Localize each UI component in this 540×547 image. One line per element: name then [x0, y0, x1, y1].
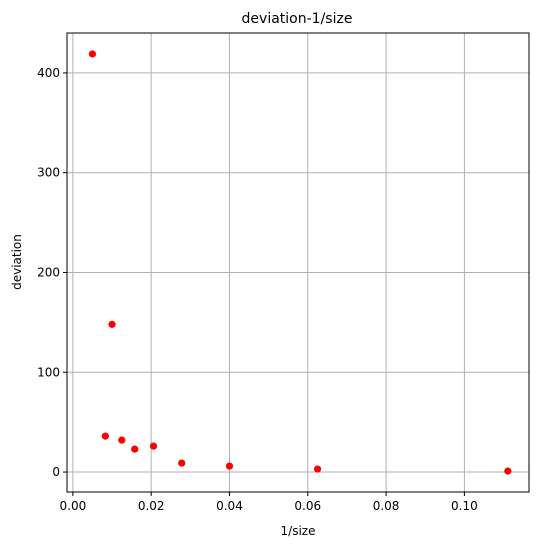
data-point — [88, 50, 97, 58]
data-point — [504, 467, 512, 475]
x-tick-label: 0.08 — [373, 499, 400, 513]
y-tick-label: 300 — [37, 166, 60, 180]
grid — [67, 33, 529, 492]
x-tick-label: 0.00 — [60, 499, 87, 513]
data-points — [88, 50, 512, 475]
y-axis: 0 100 200 300 400 — [37, 66, 67, 479]
y-tick-label: 400 — [37, 66, 60, 80]
x-tick-label: 0.06 — [294, 499, 321, 513]
data-point — [149, 442, 158, 450]
x-tick-label: 0.10 — [451, 499, 478, 513]
x-axis-label: 1/size — [281, 524, 316, 538]
x-tick-label: 0.02 — [138, 499, 165, 513]
y-tick-label: 100 — [37, 365, 60, 379]
x-axis: 0.00 0.02 0.04 0.06 0.08 0.10 — [60, 492, 478, 513]
data-point — [118, 436, 126, 444]
plot-area — [66, 32, 530, 493]
data-point — [101, 432, 109, 440]
x-tick-label: 0.04 — [216, 499, 243, 513]
data-point — [313, 465, 322, 473]
y-axis-label: deviation — [10, 234, 24, 290]
y-tick-label: 200 — [37, 265, 60, 279]
data-point — [178, 459, 186, 467]
chart-title: deviation-1/size — [242, 11, 353, 27]
y-tick-label: 0 — [52, 465, 60, 479]
data-point — [108, 320, 116, 328]
data-point — [225, 462, 234, 470]
data-point — [131, 445, 139, 453]
